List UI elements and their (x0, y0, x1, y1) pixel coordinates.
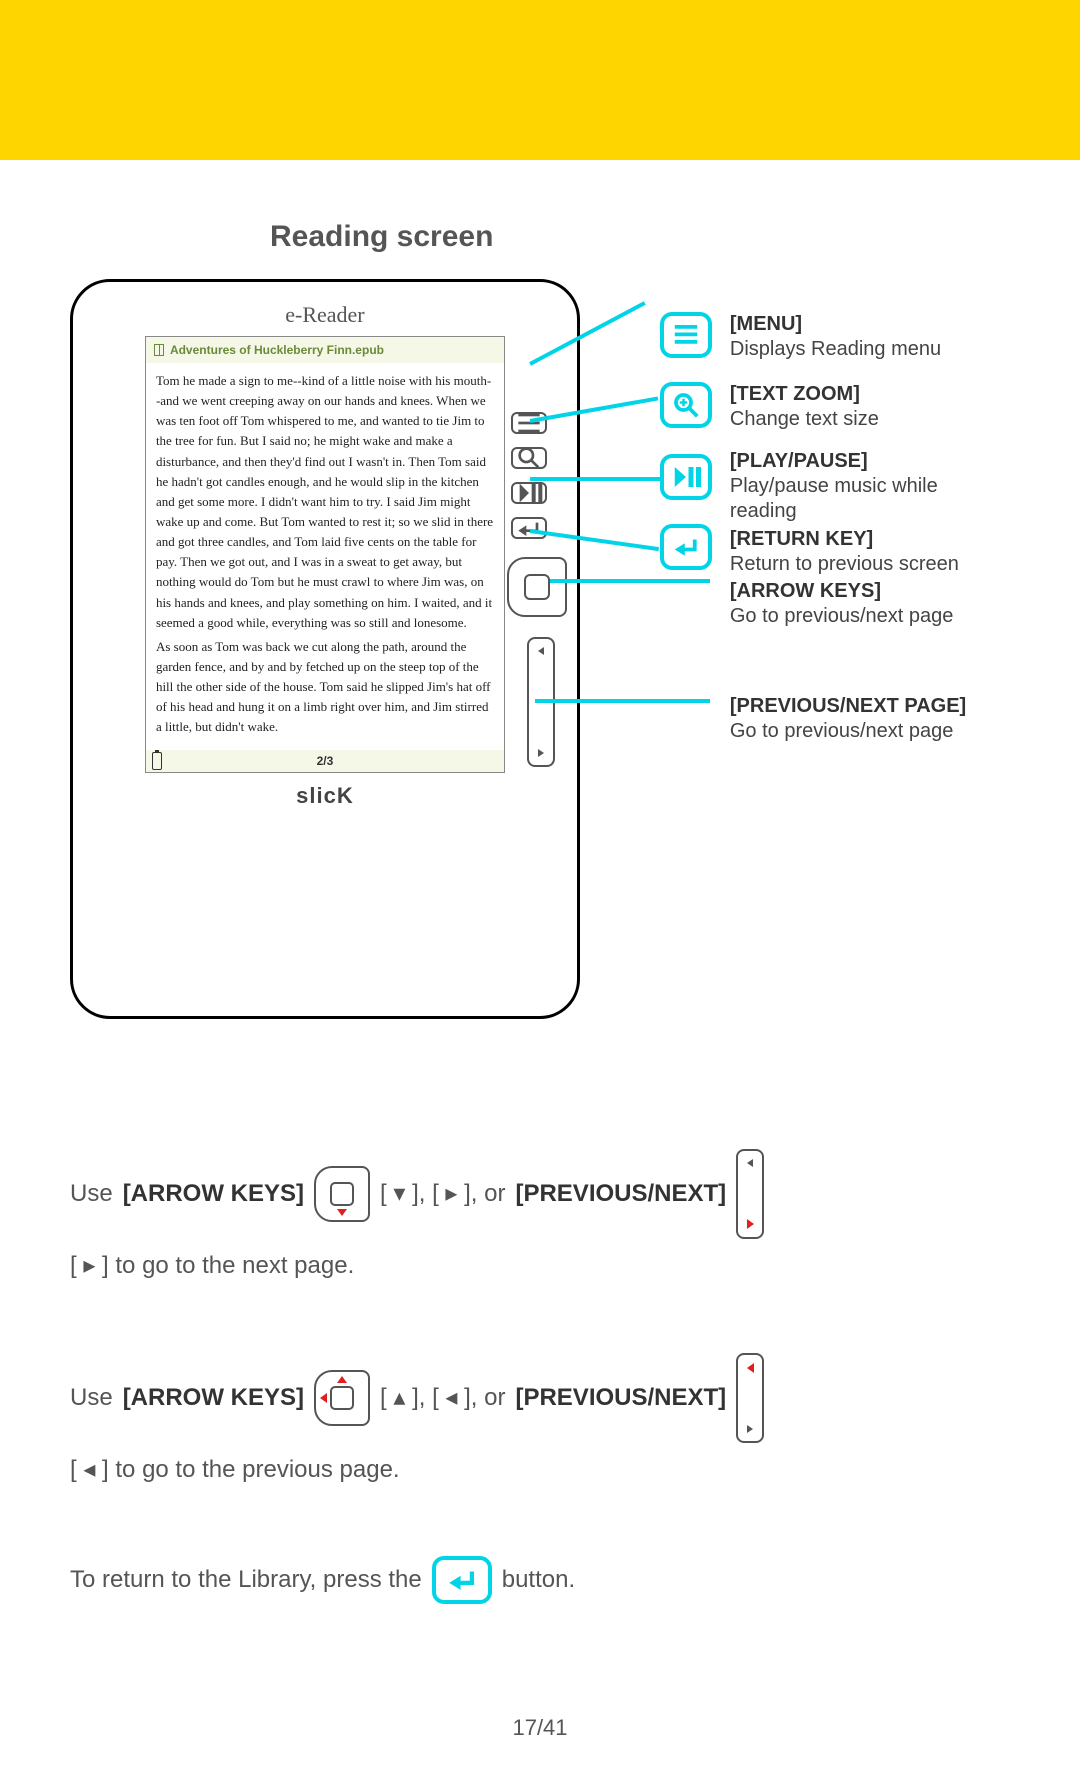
instr-text: button. (502, 1563, 575, 1597)
device-return-button[interactable] (511, 517, 547, 539)
callout-label: [PLAY/PAUSE] (730, 450, 868, 472)
callout-playpause: [PLAY/PAUSE] Play/pause music while read… (730, 449, 1010, 524)
instruction-return-library: To return to the Library, press the butt… (70, 1556, 1010, 1604)
instr-text: [ ◂ ] to go to the previous page. (70, 1453, 400, 1487)
instr-text: [ ▸ ] to go to the next page. (70, 1249, 354, 1283)
instr-text: Use (70, 1381, 113, 1415)
section-title: Reading screen (270, 220, 1010, 254)
instr-bold: [ARROW KEYS] (123, 1177, 304, 1211)
callout-desc: Play/pause music while reading (730, 475, 938, 522)
screen-title-row: Adventures of Huckleberry Finn.epub (146, 337, 504, 363)
device-playpause-button[interactable] (511, 482, 547, 504)
prev-triangle-red-icon (747, 1363, 754, 1373)
book-title: Adventures of Huckleberry Finn.epub (170, 343, 384, 357)
page-switch-icon (736, 1149, 764, 1239)
callout-label: [MENU] (730, 313, 802, 335)
instr-text: [ ▾ ], [ ▸ ], or (380, 1177, 505, 1211)
paragraph-2: As soon as Tom was back we cut along the… (156, 637, 494, 738)
callout-line (550, 579, 710, 583)
ereader-screen: Adventures of Huckleberry Finn.epub Tom … (145, 336, 505, 773)
instructions: Use [ARROW KEYS] [ ▾ ], [ ▸ ], or [PREVI… (70, 1149, 1010, 1604)
arrow-pad-icon (314, 1166, 370, 1222)
return-icon (660, 524, 712, 570)
down-triangle-icon (337, 1209, 347, 1216)
screen-body: Tom he made a sign to me--kind of a litt… (146, 363, 504, 750)
menu-icon (660, 312, 712, 358)
callout-desc: Change text size (730, 408, 879, 430)
return-icon (432, 1556, 492, 1604)
next-triangle-icon (538, 749, 544, 757)
up-triangle-icon (337, 1376, 347, 1383)
prev-triangle-icon (538, 647, 544, 655)
page-indicator: 2/3 (317, 754, 334, 768)
screen-footer: 2/3 (146, 750, 504, 772)
zoom-icon (660, 382, 712, 428)
instr-text: Use (70, 1177, 113, 1211)
callout-label: [ARROW KEYS] (730, 580, 881, 602)
instr-text: To return to the Library, press the (70, 1563, 422, 1597)
arrow-pad-icon (314, 1370, 370, 1426)
instr-bold: [PREVIOUS/NEXT] (515, 1381, 726, 1415)
callout-desc: Return to previous screen (730, 553, 959, 575)
callouts-region: [MENU] Displays Reading menu [TEXT ZOOM]… (580, 279, 1010, 1019)
callout-prevnext: [PREVIOUS/NEXT PAGE] Go to previous/next… (730, 694, 966, 744)
page-content: Reading screen e-Reader Adventures of Hu… (0, 160, 1080, 1604)
device-header-label: e-Reader (108, 302, 542, 328)
header-bar (0, 0, 1080, 160)
callout-line (530, 477, 660, 481)
page-switch-icon (736, 1353, 764, 1443)
callout-arrow: [ARROW KEYS] Go to previous/next page (730, 579, 953, 629)
callout-label: [PREVIOUS/NEXT PAGE] (730, 695, 966, 717)
diagram-row: e-Reader Adventures of Huckleberry Finn.… (70, 279, 1010, 1019)
instr-bold: [PREVIOUS/NEXT] (515, 1177, 726, 1211)
next-triangle-red-icon (747, 1219, 754, 1229)
instr-bold: [ARROW KEYS] (123, 1381, 304, 1415)
callout-zoom: [TEXT ZOOM] Change text size (730, 382, 879, 432)
device-menu-button[interactable] (511, 412, 547, 434)
battery-icon (152, 752, 162, 770)
instruction-prev-page: Use [ARROW KEYS] [ ▴ ], [ ◂ ], or [PREVI… (70, 1353, 1010, 1487)
device-frame: e-Reader Adventures of Huckleberry Finn.… (70, 279, 580, 1019)
callout-return: [RETURN KEY] Return to previous screen (730, 527, 959, 577)
device-zoom-button[interactable] (511, 447, 547, 469)
callout-menu: [MENU] Displays Reading menu (730, 312, 941, 362)
callout-desc: Go to previous/next page (730, 605, 953, 627)
callout-line (535, 699, 710, 703)
callout-desc: Go to previous/next page (730, 720, 953, 742)
callout-label: [TEXT ZOOM] (730, 383, 860, 405)
page-counter: 17/41 (512, 1715, 567, 1741)
playpause-icon (660, 454, 712, 500)
instruction-next-page: Use [ARROW KEYS] [ ▾ ], [ ▸ ], or [PREVI… (70, 1149, 1010, 1283)
left-triangle-icon (320, 1393, 327, 1403)
paragraph-1: Tom he made a sign to me--kind of a litt… (156, 371, 494, 633)
next-triangle-icon (747, 1425, 753, 1433)
instr-text: [ ▴ ], [ ◂ ], or (380, 1381, 505, 1415)
callout-label: [RETURN KEY] (730, 528, 873, 550)
prev-triangle-icon (747, 1159, 753, 1167)
device-brand: slicK (108, 783, 542, 809)
book-icon (154, 344, 164, 356)
callout-desc: Displays Reading menu (730, 338, 941, 360)
device-arrow-pad[interactable] (507, 557, 567, 617)
